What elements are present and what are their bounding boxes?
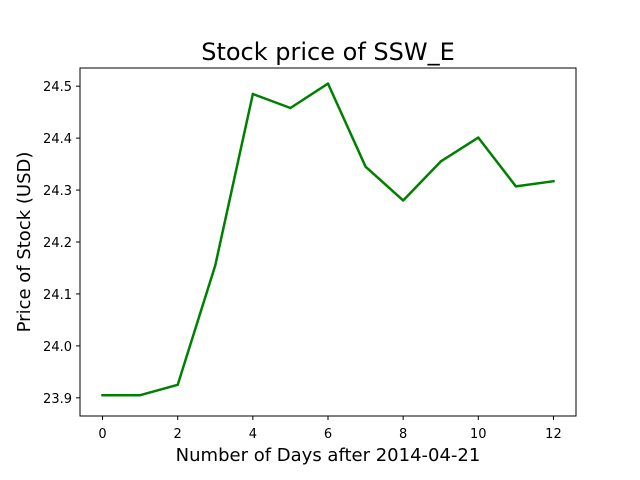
- data-point: [289, 107, 291, 109]
- y-axis-label: Price of Stock (USD): [14, 152, 35, 333]
- y-axis-ticks: 23.9 24.0 24.1 24.2 24.3 24.4 24.5: [43, 80, 80, 407]
- x-tick-label: 8: [399, 427, 407, 442]
- plot-area-frame: [80, 68, 576, 416]
- series-layer: [101, 82, 554, 396]
- x-axis-ticks: 0 2 4 6 8 10 12: [98, 416, 561, 442]
- x-tick-label: 2: [174, 427, 182, 442]
- data-point: [552, 180, 554, 182]
- x-tick-label: 0: [98, 427, 106, 442]
- x-axis-label: Number of Days after 2014-04-21: [176, 445, 481, 466]
- data-point: [214, 264, 216, 266]
- data-point: [402, 199, 404, 201]
- y-tick-label: 24.3: [43, 184, 72, 199]
- data-point: [364, 165, 366, 167]
- data-point: [101, 394, 103, 396]
- data-point: [515, 185, 517, 187]
- x-tick-label: 4: [249, 427, 257, 442]
- x-tick-label: 10: [470, 427, 487, 442]
- y-tick-label: 24.2: [43, 236, 72, 251]
- y-tick-label: 24.5: [43, 80, 72, 95]
- x-tick-label: 12: [545, 427, 562, 442]
- y-tick-label: 24.4: [43, 132, 72, 147]
- y-tick-label: 24.0: [43, 340, 72, 355]
- data-point: [252, 93, 254, 95]
- data-point: [176, 384, 178, 386]
- y-tick-label: 24.1: [43, 288, 72, 303]
- data-point: [477, 136, 479, 138]
- data-point: [139, 394, 141, 396]
- data-point: [327, 82, 329, 84]
- series-line: [103, 84, 554, 396]
- chart-title: Stock price of SSW_E: [201, 38, 455, 66]
- data-point: [440, 160, 442, 162]
- y-tick-label: 23.9: [43, 392, 72, 407]
- x-tick-label: 6: [324, 427, 332, 442]
